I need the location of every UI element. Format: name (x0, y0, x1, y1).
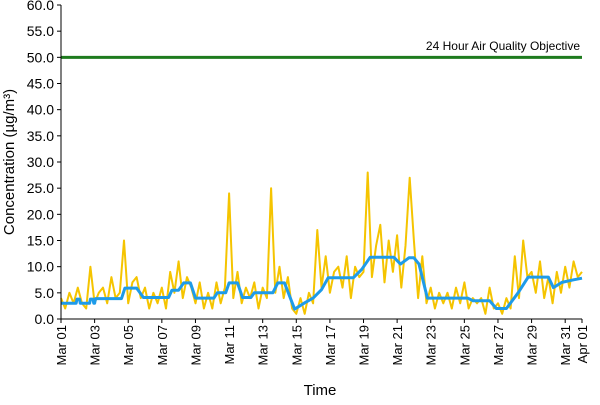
reference-line-label: 24 Hour Air Quality Objective (426, 39, 580, 53)
x-tick-label: Mar 27 (491, 325, 506, 365)
x-tick-label: Mar 29 (525, 325, 540, 365)
x-axis-label: Time (304, 382, 337, 399)
y-tick-label: 40.0 (27, 102, 54, 118)
x-tick-label: Mar 05 (121, 325, 136, 365)
x-tick-label: Mar 31 (558, 325, 573, 365)
y-tick-label: 10.0 (27, 259, 54, 275)
y-tick-label: 30.0 (27, 154, 54, 170)
y-tick-label: 0.0 (35, 311, 55, 327)
y-axis-ticks: 0.0 5.0 10.0 15.0 20.0 25.0 30.0 35.0 40.0 45.0 50… (27, 0, 61, 327)
x-tick-label: Mar 13 (256, 325, 271, 365)
y-tick-label: 15.0 (27, 233, 54, 249)
x-tick-label: Apr 01 (575, 325, 590, 363)
y-tick-label: 60.0 (27, 0, 54, 13)
y-tick-label: 50.0 (27, 49, 54, 65)
x-tick-label: Mar 17 (323, 325, 338, 365)
y-tick-label: 35.0 (27, 128, 54, 144)
y-tick-label: 55.0 (27, 23, 54, 39)
y-tick-label: 20.0 (27, 206, 54, 222)
x-tick-label: Mar 19 (357, 325, 372, 365)
x-tick-label: Mar 11 (222, 325, 237, 365)
x-tick-label: Mar 15 (289, 325, 304, 365)
x-tick-label: Mar 03 (88, 325, 103, 365)
series-rolling-mean-line (61, 255, 583, 311)
x-tick-label: Mar 23 (424, 325, 439, 365)
x-axis-ticks: Mar 01 Mar 03 Mar 05 Mar 07 Mar 09 Mar 11 Mar … (54, 319, 590, 365)
x-tick-label: Mar 25 (457, 325, 472, 365)
x-tick-label: Mar 09 (188, 325, 203, 365)
y-axis-label: Concentration (µg/m³) (1, 89, 18, 235)
x-tick-label: Mar 01 (54, 325, 69, 365)
y-tick-label: 45.0 (27, 76, 54, 92)
x-tick-label: Mar 07 (155, 325, 170, 365)
y-tick-label: 25.0 (27, 180, 54, 196)
y-tick-label: 5.0 (35, 285, 55, 301)
x-tick-label: Mar 21 (390, 325, 405, 365)
